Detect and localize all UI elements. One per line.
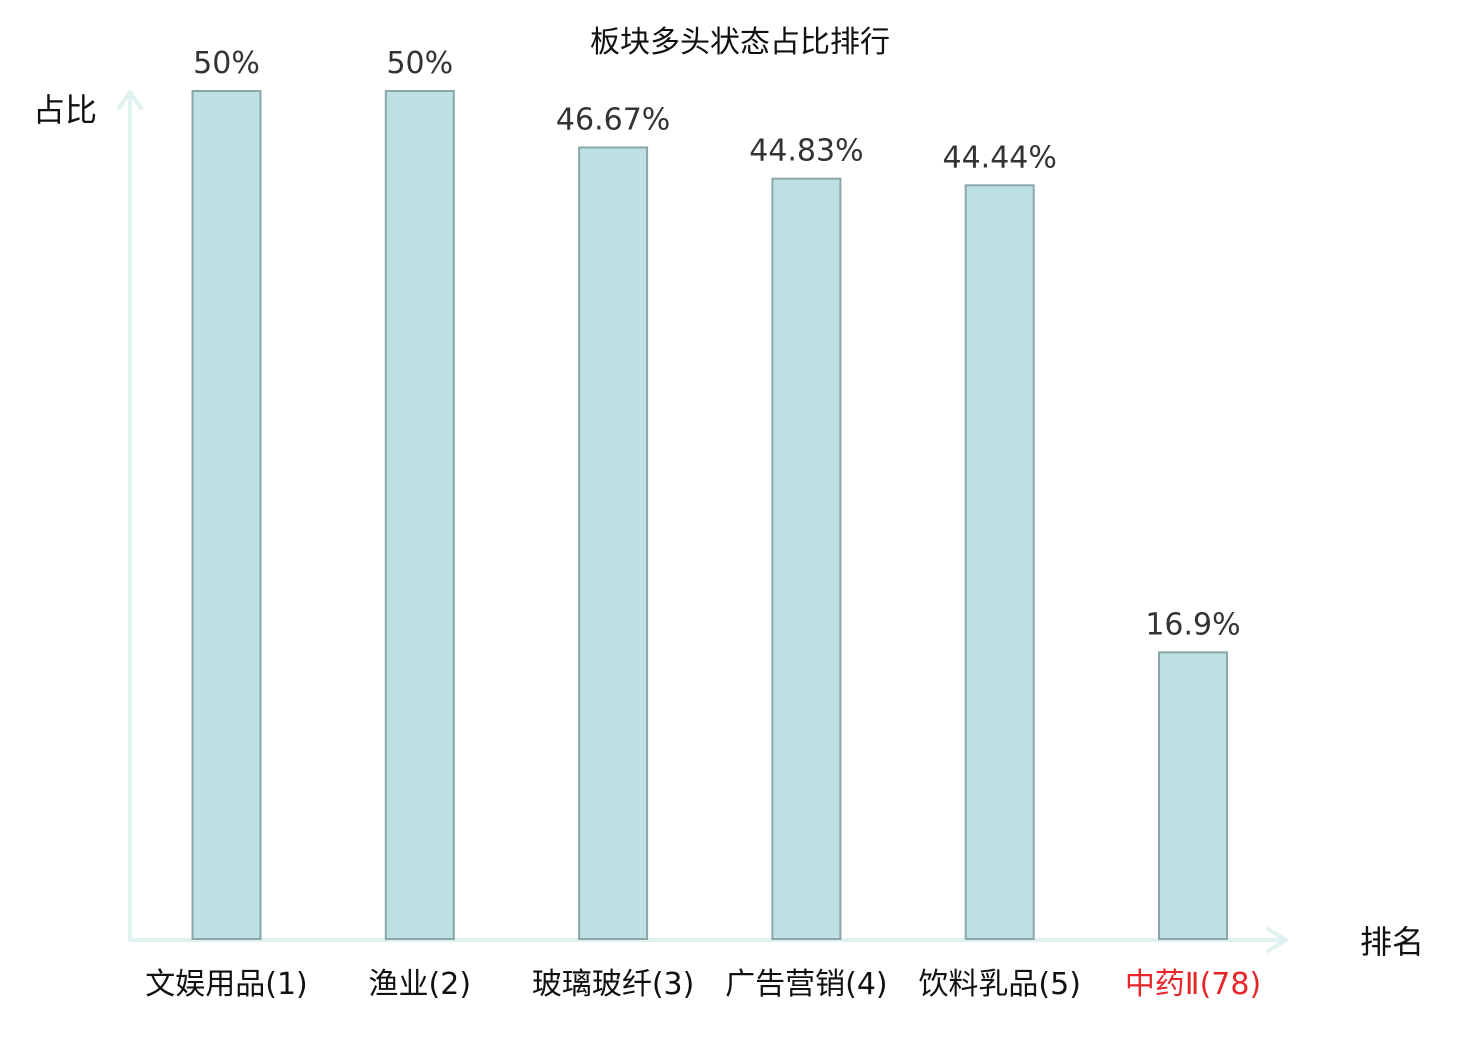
bar-5: [964, 184, 1035, 940]
category-label-6: 中药Ⅱ(78): [1125, 967, 1261, 1002]
bar-3: [578, 146, 649, 940]
value-label-4: 44.83%: [749, 134, 863, 169]
value-label-3: 46.67%: [556, 102, 670, 137]
category-label-2: 渔业(2): [369, 967, 472, 1002]
bar-4: [771, 177, 842, 940]
category-labels: 文娱用品(1) 渔业(2) 玻璃玻纤(3) 广告营销(4) 饮料乳品(5) 中药Ⅱ(78): [145, 967, 1261, 1002]
category-label-4: 广告营销(4): [725, 967, 888, 1002]
value-label-1: 50%: [193, 46, 260, 81]
category-label-1: 文娱用品(1): [145, 967, 308, 1002]
y-axis-arrow: [117, 90, 143, 110]
value-label-5: 44.44%: [943, 140, 1057, 175]
bar-1: [191, 90, 262, 940]
category-label-3: 玻璃玻纤(3): [532, 967, 695, 1002]
value-label-2: 50%: [386, 46, 453, 81]
value-label-6: 16.9%: [1145, 607, 1240, 642]
category-label-5: 饮料乳品(5): [918, 967, 1081, 1002]
x-axis-arrow: [1266, 927, 1288, 953]
x-axis-title: 排名: [1360, 923, 1424, 961]
bar-6: [1158, 651, 1228, 940]
chart-title: 板块多头状态占比排行: [590, 25, 890, 60]
bar-2: [384, 90, 455, 940]
y-axis-title: 占比: [33, 91, 97, 129]
value-labels: 50% 50% 46.67% 44.83% 44.44% 16.9%: [193, 46, 1241, 642]
bar-series: [191, 90, 1228, 940]
